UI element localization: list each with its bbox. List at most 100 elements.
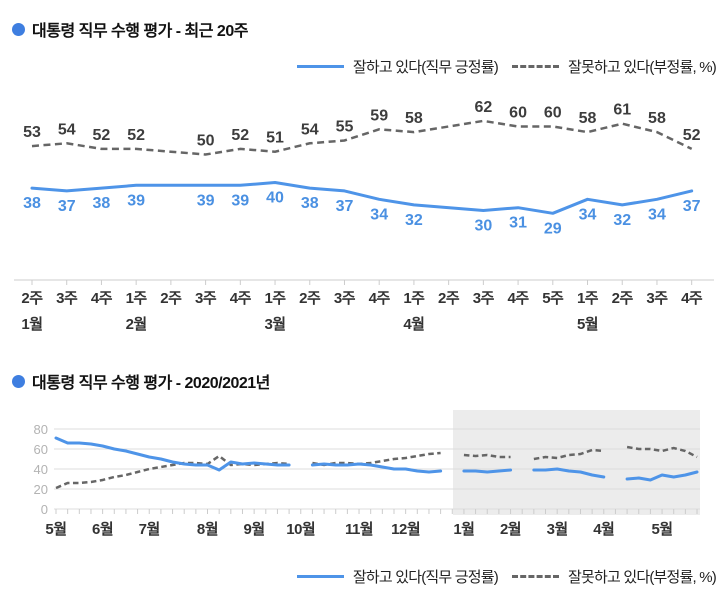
negative-series-line [463,453,511,459]
negative-line-swatch-icon [511,574,559,578]
positive-data-label: 37 [683,198,701,215]
month-label: 2월 [126,316,147,333]
bottom-chart-legend: 잘하고 있다(직무 긍정률) 잘못하고 있다(부정률, %) [0,566,726,586]
negative-data-label: 52 [93,127,111,144]
highlight-2021-region [453,410,700,515]
y-tick-label: 80 [34,422,48,437]
y-tick-label: 0 [41,502,48,517]
negative-series-line [626,445,698,459]
legend-negative-label: 잘못하고 있다(부정률, %) [567,568,717,586]
yearly-chart-canvas: 0 20 40 60 80 5월 6월 7월 8월 9월 10월 11월 12월 1월 2월 3월 4월 5월 [34,410,700,538]
month-label: 4월 [593,521,614,538]
positive-data-label: 39 [127,192,145,209]
negative-data-label: 53 [23,124,41,141]
negative-line-swatch-icon [511,64,559,68]
positive-series-line [462,468,513,474]
positive-line-swatch-icon [296,64,344,68]
positive-series-line [30,181,694,215]
month-label: 1월 [21,316,42,333]
week-label: 2주 [438,290,460,307]
negative-data-label: 58 [579,110,597,127]
week-label: 4주 [369,290,391,307]
positive-data-label: 31 [509,215,527,232]
positive-data-label: 38 [301,195,319,212]
week-label: 2주 [299,290,321,307]
positive-data-label: 38 [93,195,111,212]
positive-data-label: 29 [544,220,562,237]
negative-data-label: 58 [405,110,423,127]
positive-series-line [54,436,291,472]
positive-data-label: 39 [231,192,249,209]
week-label: 3주 [646,290,668,307]
positive-series-line [310,462,443,474]
y-tick-label: 60 [34,442,48,457]
yearly-title: 대통령 직무 수행 평가 - 2020/2021년 [32,375,270,392]
month-label: 5월 [651,521,672,538]
week-label: 1주 [264,290,286,307]
negative-data-label: 52 [231,127,249,144]
month-label: 10월 [286,521,315,538]
month-label: 9월 [244,521,265,538]
y-tick-label: 40 [34,462,48,477]
week-label: 2주 [160,290,182,307]
negative-data-label: 55 [336,119,354,136]
positive-series-line [625,470,699,482]
week-label: 2주 [612,290,634,307]
week-label: 4주 [91,290,113,307]
week-label: 3주 [473,290,495,307]
month-label: 1월 [453,521,474,538]
month-label: 3월 [547,521,568,538]
week-label: 4주 [508,290,530,307]
y-tick-label: 20 [34,482,48,497]
negative-series-line [31,119,693,156]
legend-positive-label: 잘하고 있다(직무 긍정률) [352,58,499,76]
negative-data-label: 52 [127,127,145,144]
week-label: 2주 [21,290,43,307]
legend-negative: 잘못하고 있다(부정률, %) [511,566,717,587]
week-label: 3주 [195,290,217,307]
legend-positive: 잘하고 있다(직무 긍정률) [296,566,499,587]
negative-data-label: 54 [301,121,319,138]
week-label: 4주 [230,290,252,307]
positive-data-label: 30 [474,218,492,235]
top-chart-legend: 잘하고 있다(직무 긍정률) 잘못하고 있다(부정률, %) [0,56,726,76]
week-label: 3주 [334,290,356,307]
negative-data-label: 62 [474,99,492,116]
recent-20-weeks-title: 대통령 직무 수행 평가 - 최근 20주 [32,23,248,40]
yearly-section: 대통령 직무 수행 평가 - 2020/2021년 0 20 40 60 80 5월 6월 7… [0,370,726,586]
month-label: 5월 [577,316,598,333]
recent-20-weeks-title-row: 대통령 직무 수행 평가 - 최근 20주 [0,18,726,40]
week-label: 1주 [126,290,148,307]
week-label: 1주 [403,290,425,307]
positive-data-label: 40 [266,190,284,207]
yearly-title-row: 대통령 직무 수행 평가 - 2020/2021년 [0,370,726,392]
week-label: 1주 [577,290,599,307]
legend-positive-label: 잘하고 있다(직무 긍정률) [352,568,499,586]
month-label: 6월 [92,521,113,538]
positive-data-label: 39 [197,192,215,209]
legend-negative-label: 잘못하고 있다(부정률, %) [567,58,717,76]
month-label: 12월 [391,521,420,538]
positive-data-label: 37 [336,198,354,215]
negative-data-label: 61 [613,102,631,119]
week-label: 5주 [542,290,564,307]
legend-positive: 잘하고 있다(직무 긍정률) [296,56,499,77]
positive-data-label: 37 [58,198,76,215]
positive-line-swatch-icon [296,574,344,578]
bullet-icon [12,374,25,388]
positive-series-line [532,467,606,479]
week-label: 3주 [56,290,78,307]
negative-data-label: 51 [266,130,284,147]
month-label: 2월 [500,521,521,538]
recent-20-weeks-chart-canvas: 2주 3주 4주 1주 2주 3주 4주 1주 2주 3주 4주 1주 2주 3주 4주 5주 1주 2주 3주 4주… [14,99,714,333]
positive-data-label: 34 [648,206,666,223]
month-label: 4월 [403,316,424,333]
positive-data-label: 32 [613,212,631,229]
positive-data-label: 32 [405,212,423,229]
negative-data-label: 54 [58,121,76,138]
month-label: 5월 [45,521,66,538]
month-label: 7월 [139,521,160,538]
negative-data-label: 59 [370,107,388,124]
legend-negative: 잘못하고 있다(부정률, %) [511,56,717,77]
